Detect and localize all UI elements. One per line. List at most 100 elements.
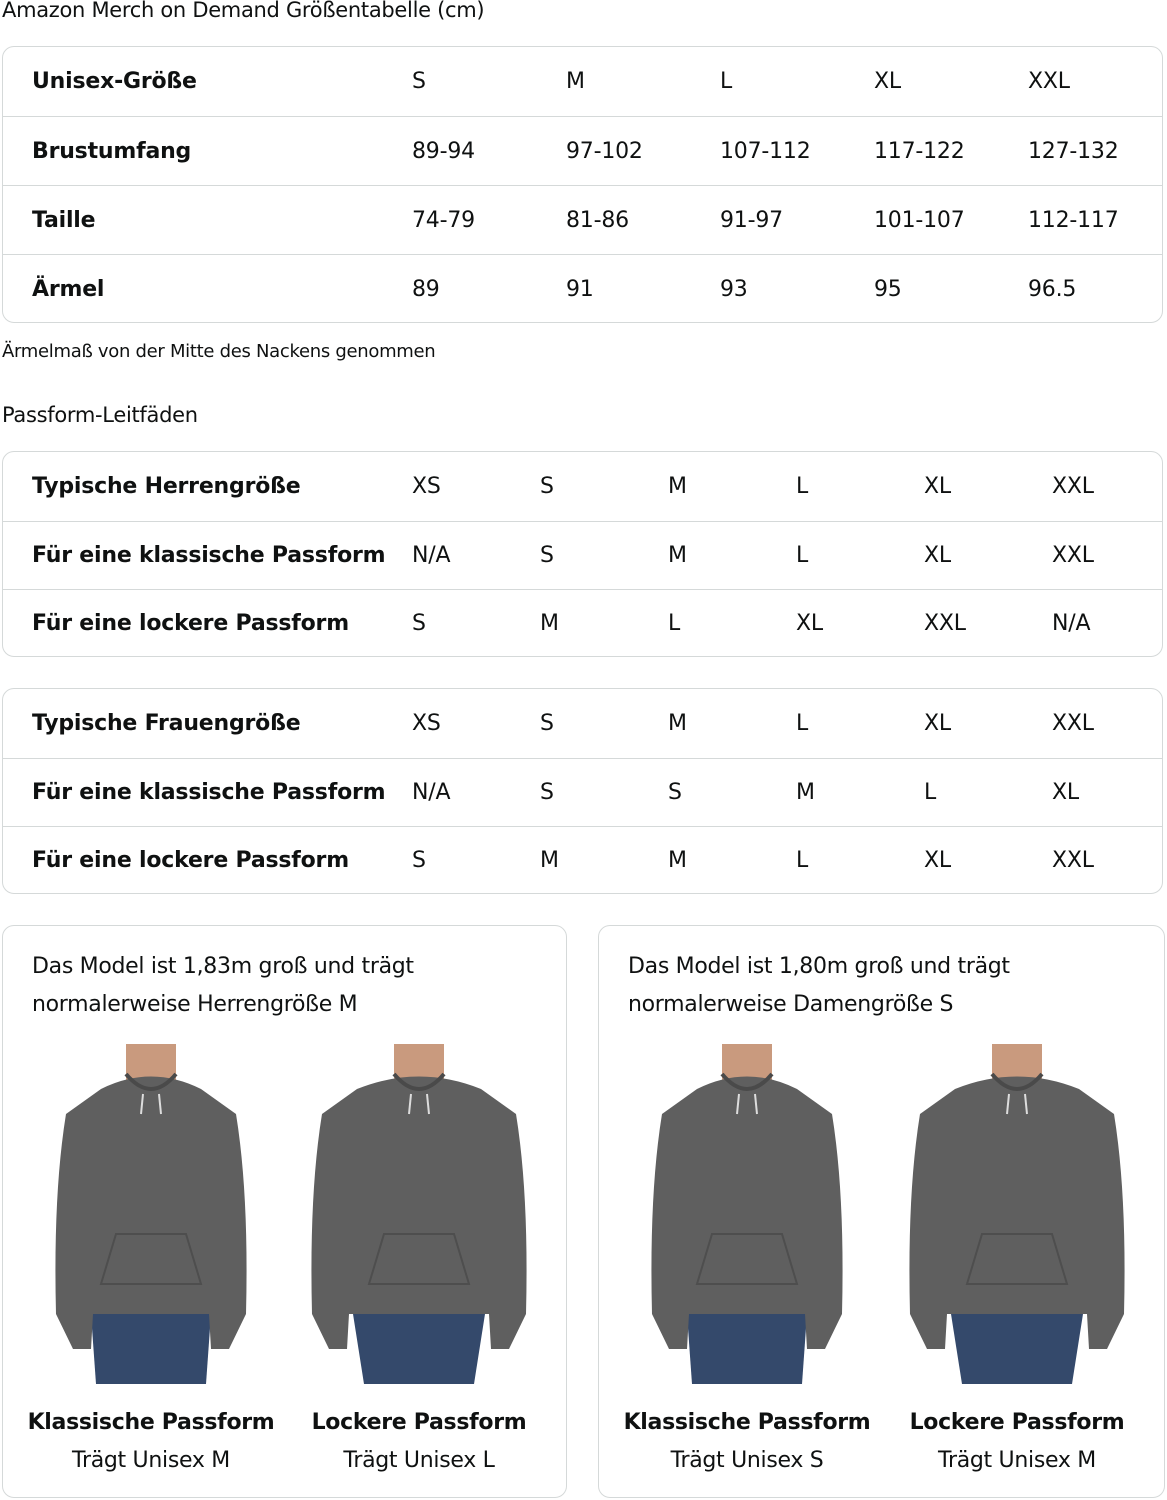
- table-cell: 81-86: [566, 207, 629, 233]
- fit-caption: Klassische Passform: [27, 1410, 275, 1435]
- row-label: Taille: [32, 207, 96, 233]
- wears-caption: Trägt Unisex L: [343, 1448, 495, 1473]
- wears-caption: Trägt Unisex M: [72, 1448, 230, 1473]
- table-cell: L: [720, 69, 733, 94]
- fit-caption: Klassische Passform: [623, 1410, 871, 1435]
- table-cell: M: [796, 779, 815, 805]
- table-row: Für eine klassische Passform N/A S S M L XL: [3, 757, 1162, 827]
- model-photo-loose: [299, 1044, 539, 1384]
- table-cell: L: [668, 611, 681, 637]
- table-cell: M: [668, 473, 687, 499]
- table-cell: 89: [412, 276, 440, 302]
- table-row: Ärmel 89 91 93 95 96.5: [3, 254, 1162, 323]
- row-label: Für eine klassische Passform: [32, 542, 386, 568]
- table-cell: XXL: [1052, 848, 1094, 874]
- table-row: Für eine lockere Passform S M L XL XXL N/A: [3, 589, 1162, 658]
- jeans: [687, 1314, 807, 1384]
- wears-caption: Trägt Unisex S: [670, 1448, 824, 1473]
- model-photo-classic: [31, 1044, 271, 1384]
- table-cell: M: [540, 848, 559, 874]
- table-cell: L: [796, 542, 809, 568]
- row-label: Für eine lockere Passform: [32, 611, 349, 637]
- men-fit-table: Typische Herrengröße XS S M L XL XXL Für eine k…: [2, 451, 1163, 657]
- table-cell: L: [924, 779, 937, 805]
- model-info-line2: normalerweise Damengröße S: [628, 992, 954, 1017]
- table-cell: XL: [874, 69, 901, 94]
- table-cell: N/A: [412, 779, 451, 805]
- hoodie: [651, 1076, 843, 1349]
- row-label: Für eine lockere Passform: [32, 848, 349, 874]
- model-info-line1: Das Model ist 1,83m groß und trägt: [32, 954, 414, 979]
- table-cell: 91: [566, 276, 594, 302]
- table-cell: N/A: [412, 542, 451, 568]
- wears-caption: Trägt Unisex M: [938, 1448, 1096, 1473]
- table-cell: 127-132: [1028, 138, 1119, 164]
- table-cell: M: [540, 611, 559, 637]
- table-row: Brustumfang 89-94 97-102 107-112 117-122 127-…: [3, 116, 1162, 185]
- table-cell: S: [540, 710, 554, 736]
- table-cell: XL: [924, 710, 951, 736]
- model-card-women: Das Model ist 1,80m groß und trägt normal…: [598, 925, 1165, 1498]
- table-cell: XL: [924, 848, 951, 874]
- page-title: Amazon Merch on Demand Größentabelle (cm…: [2, 0, 485, 22]
- table-cell: 101-107: [874, 207, 965, 233]
- table-cell: XXL: [924, 611, 966, 637]
- jeans: [91, 1314, 211, 1384]
- hoodie: [311, 1076, 527, 1349]
- table-cell: XXL: [1052, 473, 1094, 499]
- row-label: Unisex-Größe: [32, 69, 197, 94]
- table-cell: 93: [720, 276, 748, 302]
- table-cell: 96.5: [1028, 276, 1077, 302]
- table-cell: S: [540, 542, 554, 568]
- row-label: Typische Frauengröße: [32, 710, 301, 736]
- table-cell: XL: [796, 611, 823, 637]
- women-fit-table: Typische Frauengröße XS S M L XL XXL Für eine k…: [2, 688, 1163, 894]
- fit-guide-title: Passform-Leitfäden: [2, 403, 198, 427]
- row-label: Für eine klassische Passform: [32, 779, 386, 805]
- row-label: Brustumfang: [32, 138, 192, 164]
- table-cell: M: [668, 710, 687, 736]
- fit-caption: Lockere Passform: [909, 1410, 1125, 1435]
- table-cell: S: [412, 69, 426, 94]
- table-cell: S: [412, 848, 426, 874]
- model-photo-loose: [897, 1044, 1137, 1384]
- table-cell: 112-117: [1028, 207, 1119, 233]
- table-cell: L: [796, 710, 809, 736]
- table-cell: S: [668, 779, 682, 805]
- table-cell: 74-79: [412, 207, 475, 233]
- table-cell: 117-122: [874, 138, 965, 164]
- table-cell: 89-94: [412, 138, 475, 164]
- table-row: Unisex-Größe S M L XL XXL: [3, 47, 1162, 116]
- table-cell: S: [412, 611, 426, 637]
- table-cell: XL: [924, 473, 951, 499]
- table-cell: S: [540, 473, 554, 499]
- table-cell: XXL: [1028, 69, 1070, 94]
- row-label: Typische Herrengröße: [32, 473, 301, 499]
- model-info-line1: Das Model ist 1,80m groß und trägt: [628, 954, 1010, 979]
- table-row: Taille 74-79 81-86 91-97 101-107 112-117: [3, 185, 1162, 254]
- table-cell: M: [668, 542, 687, 568]
- model-card-men: Das Model ist 1,83m groß und trägt normal…: [2, 925, 567, 1498]
- table-row: Für eine klassische Passform N/A S M L XL XXL: [3, 520, 1162, 590]
- row-label: Ärmel: [32, 276, 105, 302]
- hoodie: [909, 1076, 1125, 1349]
- table-cell: L: [796, 848, 809, 874]
- table-cell: XXL: [1052, 710, 1094, 736]
- table-cell: XXL: [1052, 542, 1094, 568]
- table-cell: 95: [874, 276, 902, 302]
- sleeve-footnote: Ärmelmaß von der Mitte des Nackens genom…: [2, 341, 436, 362]
- table-row: Für eine lockere Passform S M M L XL XXL: [3, 826, 1162, 895]
- table-cell: XL: [924, 542, 951, 568]
- unisex-size-table: Unisex-Größe S M L XL XXL Brustumfang 89-94 97-1…: [2, 46, 1163, 323]
- table-cell: S: [540, 779, 554, 805]
- table-cell: XS: [412, 710, 441, 736]
- table-cell: M: [668, 848, 687, 874]
- hoodie: [55, 1076, 247, 1349]
- model-info-line2: normalerweise Herrengröße M: [32, 992, 358, 1017]
- table-row: Typische Frauengröße XS S M L XL XXL: [3, 689, 1162, 758]
- table-cell: 97-102: [566, 138, 643, 164]
- jeans: [951, 1314, 1083, 1384]
- table-cell: XL: [1052, 779, 1079, 805]
- model-photo-classic: [627, 1044, 867, 1384]
- table-row: Typische Herrengröße XS S M L XL XXL: [3, 452, 1162, 521]
